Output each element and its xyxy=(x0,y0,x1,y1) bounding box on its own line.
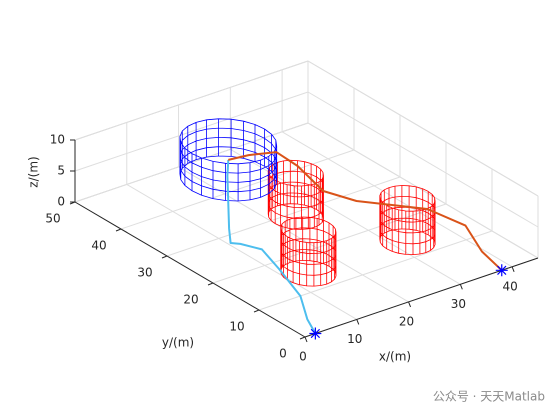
cylinder xyxy=(267,159,324,230)
y-axis xyxy=(74,201,306,338)
grid-line xyxy=(307,60,539,197)
z-tick-label: 10 xyxy=(50,133,65,147)
grid-line xyxy=(126,184,358,320)
y-tick xyxy=(207,282,214,286)
x-tick xyxy=(511,266,515,272)
y-tick-label: 10 xyxy=(229,320,244,334)
start-marker xyxy=(309,327,322,340)
y-tick-label: 0 xyxy=(279,347,287,361)
trajectory xyxy=(228,151,503,272)
z-tick-label: 5 xyxy=(57,164,65,178)
cylinder xyxy=(379,185,436,256)
y-tick-label: 30 xyxy=(137,266,152,280)
x-axis-label: x/(m) xyxy=(379,350,411,364)
z-axis-label: z/(m) xyxy=(27,156,41,187)
cylinder xyxy=(179,118,278,202)
grid-line xyxy=(258,230,493,311)
y-tick-label: 20 xyxy=(183,293,198,307)
trajectory xyxy=(226,159,317,334)
y-tick xyxy=(299,336,306,340)
x-tick-label: 10 xyxy=(347,332,362,346)
grid-line xyxy=(120,149,355,230)
y-tick xyxy=(253,309,260,313)
z-tick-label: 0 xyxy=(57,195,65,209)
x-tick-label: 40 xyxy=(502,279,517,293)
x-tick xyxy=(459,284,463,290)
y-tick-label: 40 xyxy=(91,239,106,253)
x-tick-label: 20 xyxy=(399,314,414,328)
y-tick-label: 50 xyxy=(45,212,60,226)
grid-line xyxy=(307,91,539,228)
y-axis-label: y/(m) xyxy=(162,336,194,350)
x-tick xyxy=(356,319,360,325)
grid-line xyxy=(74,91,309,172)
start-marker xyxy=(495,264,508,277)
x-tick xyxy=(408,301,412,308)
x-tick-label: 30 xyxy=(451,297,466,311)
watermark: 公众号 · 天天Matlab xyxy=(433,390,545,404)
x-tick-label: 0 xyxy=(299,350,307,364)
x-tick xyxy=(304,336,308,343)
grid-line xyxy=(178,166,409,303)
x-axis xyxy=(304,257,539,338)
grid-line xyxy=(281,131,513,268)
y-tick xyxy=(115,228,122,232)
grid-line xyxy=(212,203,447,284)
y-tick xyxy=(161,255,168,259)
grid-line xyxy=(74,60,309,141)
